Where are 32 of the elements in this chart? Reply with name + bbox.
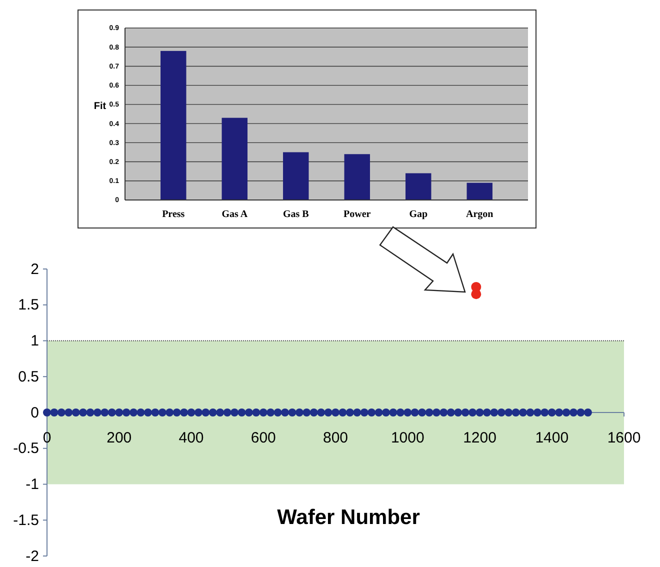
y-tick-label: -0.5 — [13, 440, 39, 458]
bar — [283, 152, 309, 200]
y-tick-label: -1 — [26, 476, 39, 494]
x-tick-label: Gas A — [222, 209, 248, 220]
bar — [466, 182, 492, 200]
y-tick-label: -2 — [26, 548, 39, 565]
x-tick-label: Power — [344, 209, 372, 220]
x-tick-label: Gas B — [282, 209, 310, 220]
x-tick-label: 1400 — [535, 430, 569, 446]
x-tick-label: 800 — [322, 430, 348, 446]
x-tick-label: Press — [162, 209, 185, 220]
y-tick-label: 0 — [30, 404, 39, 422]
bar — [344, 154, 370, 200]
x-tick-label: 1600 — [607, 430, 641, 446]
y-axis-title: Fit — [94, 101, 107, 112]
x-tick-label: 1000 — [390, 430, 424, 446]
bar — [222, 118, 248, 200]
x-tick-label: 400 — [178, 430, 204, 446]
x-tick-label: 1200 — [463, 430, 496, 446]
x-tick-label: 200 — [106, 430, 132, 446]
x-tick-label: 0 — [42, 430, 52, 446]
x-tick-label: 600 — [250, 430, 276, 446]
y-tick-label: -1.5 — [13, 512, 39, 529]
y-tick-label: 1.5 — [18, 296, 39, 314]
bar — [160, 50, 186, 200]
bar — [406, 173, 432, 200]
y-tick-label: 2 — [30, 260, 39, 278]
y-tick-label: 0.5 — [18, 368, 39, 386]
x-tick-label: Gap — [409, 209, 428, 220]
y-tick-label: 1 — [30, 332, 39, 350]
x-axis-title: Wafer Number — [277, 506, 420, 529]
x-tick-label: Argon — [466, 209, 494, 220]
